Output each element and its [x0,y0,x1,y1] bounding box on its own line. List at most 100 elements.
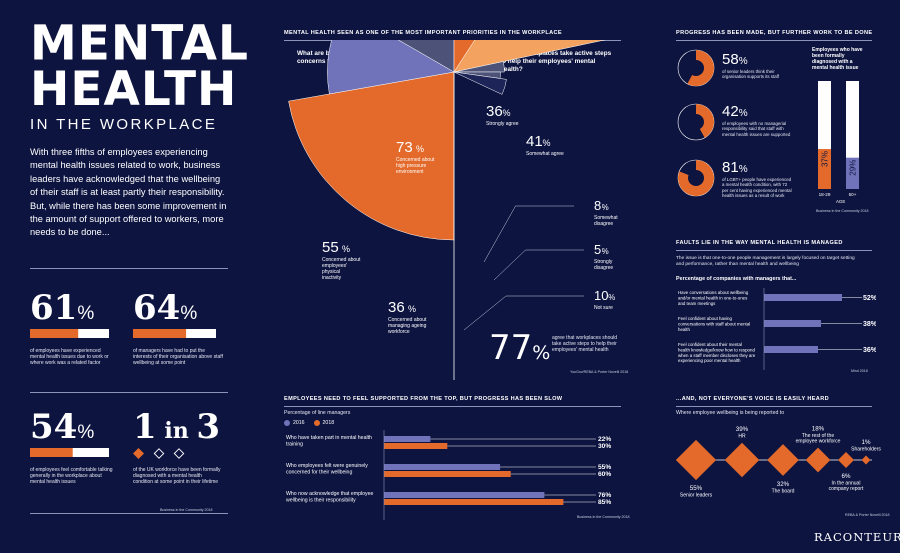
concern-label: Concerned about [322,257,361,263]
fault-value: 36% [863,347,876,354]
faults-source: Mind 2018 [851,369,868,373]
response-unit: % [503,108,511,118]
support-header: EMPLOYEES NEED TO FEEL SUPPORTED FROM TH… [284,396,563,402]
concern-label: employees' [322,263,347,269]
progress-3-text: of LGBT+ people have experienced a menta… [722,177,792,199]
progress-2-text: of employees with no managerial responsi… [722,121,791,137]
support-value: 30% [598,443,611,450]
response-unit: % [602,203,609,212]
concern-label: inactivity [322,275,342,281]
concern-label: environment [396,169,424,175]
voice-source: REBA & Porter Novelli 2018 [845,513,890,517]
fault-value: 52% [863,295,876,302]
response-label: disagree [594,265,613,271]
support-category: Who employees felt were genuinely [286,463,368,469]
progress-1-number: 58% [722,51,748,68]
stat-54-number: 54% [30,407,95,447]
fault-category: experiencing poor mental health [678,358,741,363]
title-line-1: MENTAL [30,15,249,72]
fault-bar [764,346,818,353]
concern-unit: % [408,304,416,314]
progress-1-text: of senior leaders think their organisati… [722,69,780,80]
support-value: 55% [598,464,611,471]
fault-category: and/or mental health in one-to-ones [678,295,748,300]
voice-value: 32% [777,481,790,488]
response-sector [453,61,505,73]
priorities-header: MENTAL HEALTH SEEN AS ONE OF THE MOST IM… [284,30,562,36]
support-bar-2018 [384,499,564,505]
stat-54-text: of employees feel comfortable talking ge… [30,467,113,486]
summary-number: 77% [489,328,551,368]
support-category: concerned for their wellbeing [286,469,352,475]
concern-label: managing ageing [388,323,427,329]
age-bar [846,157,859,189]
support-category: Who have taken part in mental health [286,435,372,441]
progress-chart: 37% 18-29 29% 50+ [677,49,859,197]
subtitle: IN THE WORKPLACE [30,116,218,133]
response-label: Strongly agree [486,121,519,127]
stat-1in3-text: of the UK workforce have been formally d… [133,467,221,486]
fault-category: when a staff member discloses they are [678,353,756,358]
support-source: Business in the Community 2018 [577,515,630,519]
concern-label: physical [322,269,340,275]
fault-category: health [678,327,691,332]
progress-pie-hole [688,60,704,76]
response-sector [453,71,507,95]
response-unit: % [602,247,609,256]
concern-value: 73 [396,139,413,156]
voice-header: ...AND, NOT EVERYONE'S VOICE IS EASILY H… [676,396,829,402]
fault-value: 38% [863,321,876,328]
concern-value: 55 [322,239,339,256]
stat-1in3-number: 1 in 3 [133,407,221,447]
response-value: 41 [526,133,543,150]
concern-label: Concerned about [396,157,435,163]
intro-paragraph: With three fifths of employees experienc… [30,147,227,238]
progress-3-number: 81% [722,159,748,176]
leader-line [463,295,584,331]
voice-value: 18% [812,425,825,432]
voice-label: HR [738,434,746,440]
fault-category: conversations with staff about mental [678,321,750,326]
age-category: 18-29 [819,192,831,197]
voice-label: In the annual [832,481,861,487]
voice-diamond [724,442,760,478]
support-bar-2018 [384,471,511,477]
concern-value: 36 [388,299,405,316]
response-value: 5 [594,242,601,257]
legend-2018-label: 2018 [322,420,335,426]
stat-64-text: of managers have had to put the interest… [133,348,223,367]
faults-subtitle: Percentage of companies with managers th… [676,276,797,282]
voice-label: The rest of the [802,433,834,439]
faults-chart: Have conversations about wellbeingand/or… [678,288,876,370]
voice-value: 1% [862,439,871,446]
voice-label: Senior leaders [680,493,713,499]
voice-label: company report [829,486,864,492]
fault-category: Feel confident about their mental [678,342,742,347]
fault-bar [764,320,821,327]
age-bar-value: 37% [821,151,830,167]
fault-category: health knowledge/know how to respond [678,347,755,352]
support-value: 85% [598,499,611,506]
response-label: Not sure [594,305,613,311]
response-label: disagree [594,221,613,227]
support-subtitle: Percentage of line managers [284,410,351,416]
concern-sector [327,40,455,95]
progress-source: Business in the Community 2018 [816,209,869,213]
support-value: 76% [598,492,611,499]
voice-value: 39% [736,426,749,433]
brand-logo: RACONTEUR [814,530,900,544]
support-legend: 2016 2018 [284,420,334,426]
stat-64-bar [133,329,216,338]
title-line-2: HEALTH [30,62,238,117]
support-category: training [286,441,303,447]
age-bar [818,149,831,189]
progress-pie-hole [688,114,704,130]
progress-pie-slice [696,104,714,138]
support-category: wellbeing is their responsibility [286,497,356,503]
stats-source: Business in the Community 2018 [160,508,213,512]
voice-label: Shareholders [851,446,881,452]
legend-2016-label: 2016 [293,420,305,426]
summary-text: agree that workplaces should take active… [552,335,618,354]
concern-sector [398,40,455,73]
